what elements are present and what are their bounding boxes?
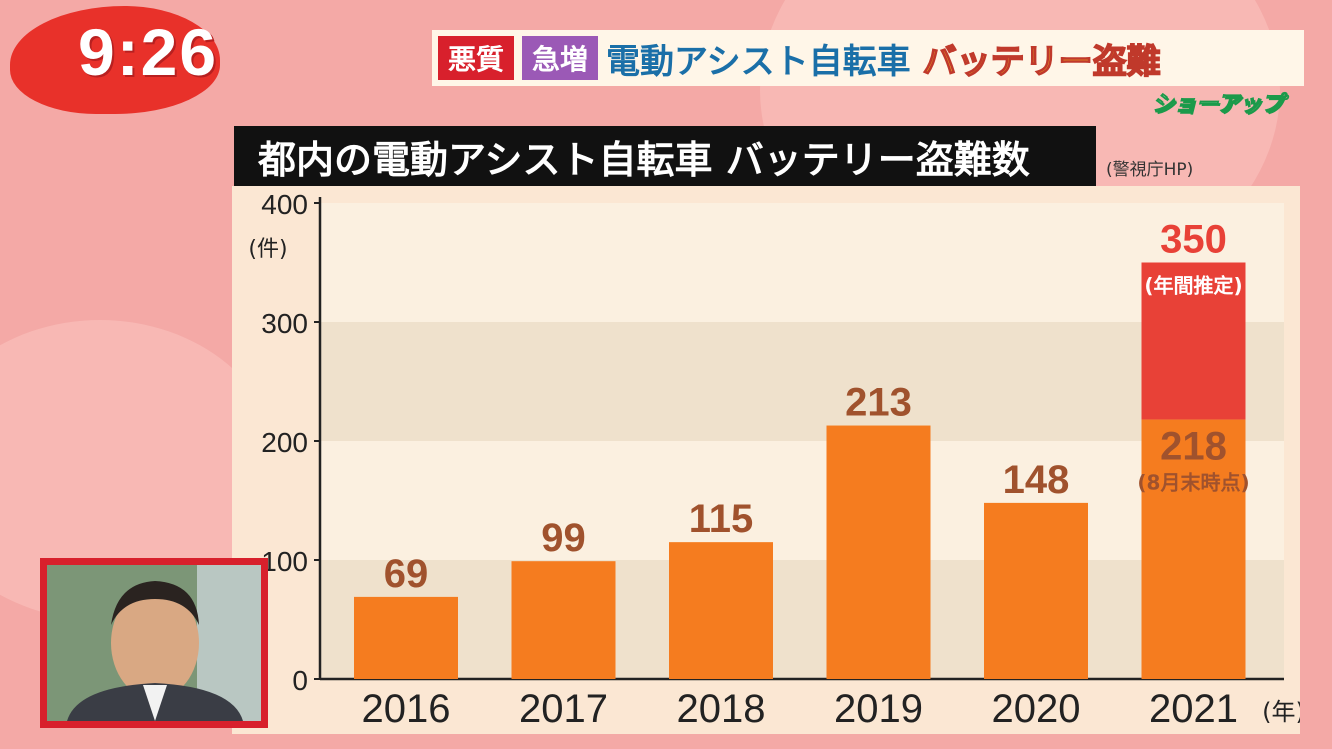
y-axis-unit-label: (件): [248, 237, 287, 262]
grid-band: [320, 441, 1284, 560]
bar-estimate-2021: [1141, 262, 1246, 420]
headline-main-text: 電動アシスト自転車: [606, 41, 911, 82]
bar-2020: [984, 502, 1088, 679]
y-tick-label: 0: [292, 665, 308, 696]
x-axis-unit-label: (年): [1262, 698, 1300, 726]
grid-band: [320, 322, 1284, 441]
clock-time: 9:26: [78, 15, 219, 89]
bar-2018: [669, 542, 773, 679]
chart-title: 都内の電動アシスト自転車 バッテリー盗難数: [234, 126, 1096, 186]
x-tick-label-2016: 2016: [362, 687, 451, 731]
data-label-2020: 148: [1003, 458, 1070, 502]
data-label-2021: 218: [1160, 425, 1227, 469]
bar-chart: 0 100 200 300 400 (件) 69 2016 99 2017 115 2018 213 20…: [248, 189, 1300, 731]
y-tick-label: 200: [261, 427, 308, 458]
bar-2017: [511, 561, 616, 679]
data-label-2021-note: (8月末時点): [1137, 471, 1249, 495]
data-label-estimate: 350: [1160, 218, 1227, 262]
x-tick-label-2021: 2021: [1149, 687, 1238, 731]
y-tick-label: 300: [261, 308, 308, 339]
data-label-2019: 213: [845, 381, 912, 425]
y-tick-label: 100: [261, 546, 308, 577]
headline-accent-text: バッテリー盗難: [922, 41, 1162, 83]
presenter-inset: [40, 558, 268, 728]
headline-tag-malicious: 悪質: [438, 36, 515, 80]
data-label-2016: 69: [384, 552, 429, 596]
bar-2019: [826, 425, 931, 679]
chart-panel: 0 100 200 300 400 (件) 69 2016 99 2017 115 2018 213 20…: [232, 186, 1300, 734]
bar-2021: [1141, 419, 1246, 679]
headline-banner: 悪質 急増 電動アシスト自転車 バッテリー盗難: [432, 30, 1304, 86]
x-tick-label-2017: 2017: [519, 687, 608, 731]
y-tick-label: 400: [261, 189, 308, 220]
data-label-estimate-note: (年間推定): [1144, 274, 1242, 298]
grid-band: [320, 203, 1284, 322]
data-label-2018: 115: [689, 497, 754, 541]
grid-band: [320, 560, 1284, 679]
data-label-2017: 99: [541, 516, 586, 560]
presenter-video: [47, 565, 261, 721]
presenter-figure-icon: [47, 565, 261, 721]
clock-badge: [10, 6, 220, 114]
x-tick-label-2018: 2018: [677, 687, 766, 731]
bar-2016: [354, 596, 458, 679]
x-tick-label-2020: 2020: [992, 687, 1081, 731]
x-tick-label-2019: 2019: [834, 687, 923, 731]
chart-source: (警視庁HP): [1106, 160, 1194, 180]
headline-tag-surge: 急増: [522, 36, 599, 80]
show-logo: ショーアップ: [1151, 92, 1284, 118]
